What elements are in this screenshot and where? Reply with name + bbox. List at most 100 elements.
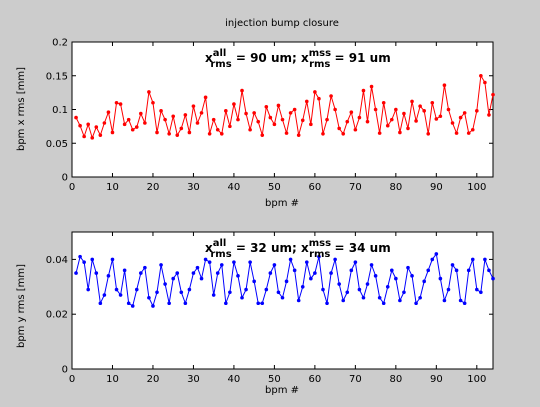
data-point-0-58 bbox=[309, 122, 313, 127]
data-point-0-47 bbox=[264, 105, 269, 109]
data-point-0-68 bbox=[349, 110, 354, 114]
x-tick-label-1-10: 100 bbox=[467, 374, 486, 385]
y-tick-label-0-4: 0.2 bbox=[52, 38, 68, 49]
data-point-0-50 bbox=[276, 103, 281, 108]
data-point-1-8 bbox=[106, 274, 111, 278]
data-point-0-5 bbox=[94, 125, 99, 129]
data-point-1-95 bbox=[458, 298, 463, 303]
series-line-1-0 bbox=[75, 252, 494, 308]
data-point-1-10 bbox=[114, 287, 119, 292]
x-tick-label-0-6: 60 bbox=[309, 182, 322, 193]
data-point-1-92 bbox=[446, 287, 451, 292]
top-xlabel: bpm # bbox=[265, 198, 299, 209]
x-tick-label-1-3: 30 bbox=[187, 374, 200, 385]
annot-0-sub1: rms bbox=[210, 59, 231, 70]
data-point-1-2 bbox=[82, 260, 86, 264]
data-point-0-61 bbox=[321, 132, 325, 136]
data-point-1-40 bbox=[236, 274, 240, 278]
data-point-1-78 bbox=[389, 268, 394, 273]
x-tick-label-1-1: 10 bbox=[106, 374, 119, 385]
data-point-0-100 bbox=[479, 73, 483, 78]
data-point-1-65 bbox=[337, 282, 341, 286]
annot-1-sup2: mss bbox=[309, 238, 331, 249]
data-point-1-44 bbox=[252, 279, 256, 284]
data-point-1-46 bbox=[260, 301, 265, 306]
data-point-1-19 bbox=[151, 304, 155, 308]
data-point-0-103 bbox=[491, 92, 495, 97]
y-tick-label-1-2: 0.04 bbox=[46, 255, 68, 266]
data-point-1-45 bbox=[256, 301, 261, 306]
data-point-1-57 bbox=[304, 260, 309, 264]
data-point-1-60 bbox=[317, 254, 321, 259]
data-point-1-88 bbox=[430, 257, 435, 262]
data-point-1-85 bbox=[418, 295, 422, 300]
data-point-0-98 bbox=[470, 127, 475, 132]
data-point-1-52 bbox=[284, 279, 289, 284]
x-tick-label-1-9: 90 bbox=[430, 374, 443, 385]
data-point-1-13 bbox=[126, 301, 131, 306]
data-point-0-22 bbox=[163, 117, 167, 122]
data-point-1-80 bbox=[398, 298, 402, 303]
data-point-0-17 bbox=[143, 121, 147, 125]
data-point-0-90 bbox=[438, 114, 443, 119]
data-point-0-93 bbox=[450, 121, 455, 125]
data-point-0-40 bbox=[236, 117, 240, 122]
data-point-1-16 bbox=[139, 271, 143, 275]
annot-0-sup1: all bbox=[213, 48, 227, 59]
x-tick-label-1-7: 70 bbox=[349, 374, 362, 385]
data-point-1-47 bbox=[264, 287, 269, 292]
data-point-1-28 bbox=[187, 287, 192, 292]
data-point-1-70 bbox=[357, 287, 362, 292]
data-point-1-62 bbox=[325, 301, 329, 306]
data-point-1-91 bbox=[442, 298, 447, 303]
plot-area-1 bbox=[71, 231, 494, 370]
data-point-1-12 bbox=[122, 268, 127, 273]
data-point-0-83 bbox=[410, 99, 414, 104]
data-point-0-46 bbox=[260, 133, 265, 137]
x-tick-label-0-9: 90 bbox=[430, 182, 443, 193]
data-point-1-26 bbox=[179, 290, 184, 295]
data-point-0-9 bbox=[110, 130, 115, 135]
data-point-0-69 bbox=[353, 127, 358, 132]
x-tick-label-1-2: 20 bbox=[147, 374, 160, 385]
y-tick-label-1-0: 0 bbox=[62, 365, 68, 376]
data-point-1-90 bbox=[438, 276, 443, 281]
data-point-0-1 bbox=[78, 123, 82, 128]
data-point-0-21 bbox=[159, 109, 163, 113]
data-point-1-24 bbox=[171, 276, 176, 281]
data-point-1-30 bbox=[195, 265, 200, 270]
figure-title: injection bump closure bbox=[225, 18, 339, 29]
data-point-0-71 bbox=[361, 88, 366, 93]
data-point-1-96 bbox=[462, 301, 467, 306]
data-point-0-87 bbox=[426, 132, 431, 136]
data-point-1-36 bbox=[219, 263, 224, 267]
data-point-1-61 bbox=[321, 287, 325, 292]
x-tick-label-1-4: 40 bbox=[228, 374, 241, 385]
x-tick-label-0-2: 20 bbox=[147, 182, 160, 193]
x-tick-label-0-8: 80 bbox=[389, 182, 402, 193]
data-point-1-82 bbox=[406, 265, 410, 270]
data-point-1-102 bbox=[487, 268, 491, 273]
data-point-0-76 bbox=[381, 100, 386, 105]
data-point-0-97 bbox=[466, 131, 471, 135]
data-point-1-6 bbox=[98, 301, 103, 306]
data-point-0-72 bbox=[365, 119, 370, 124]
data-point-0-80 bbox=[398, 130, 402, 135]
data-point-1-29 bbox=[191, 271, 196, 275]
data-point-1-17 bbox=[143, 265, 147, 270]
data-point-0-75 bbox=[377, 131, 382, 135]
data-point-1-59 bbox=[313, 271, 317, 275]
data-point-0-55 bbox=[296, 133, 301, 137]
data-point-0-27 bbox=[183, 113, 188, 117]
data-point-0-66 bbox=[341, 132, 346, 136]
data-point-0-64 bbox=[333, 107, 337, 112]
data-point-0-0 bbox=[74, 115, 78, 120]
data-point-1-64 bbox=[333, 257, 337, 262]
data-point-1-55 bbox=[296, 298, 301, 303]
data-point-1-74 bbox=[373, 274, 378, 278]
data-point-0-63 bbox=[329, 94, 333, 98]
y-tick-label-1-1: 0.02 bbox=[46, 310, 68, 321]
y-tick-label-0-0: 0 bbox=[62, 173, 68, 184]
data-point-1-41 bbox=[240, 295, 244, 300]
